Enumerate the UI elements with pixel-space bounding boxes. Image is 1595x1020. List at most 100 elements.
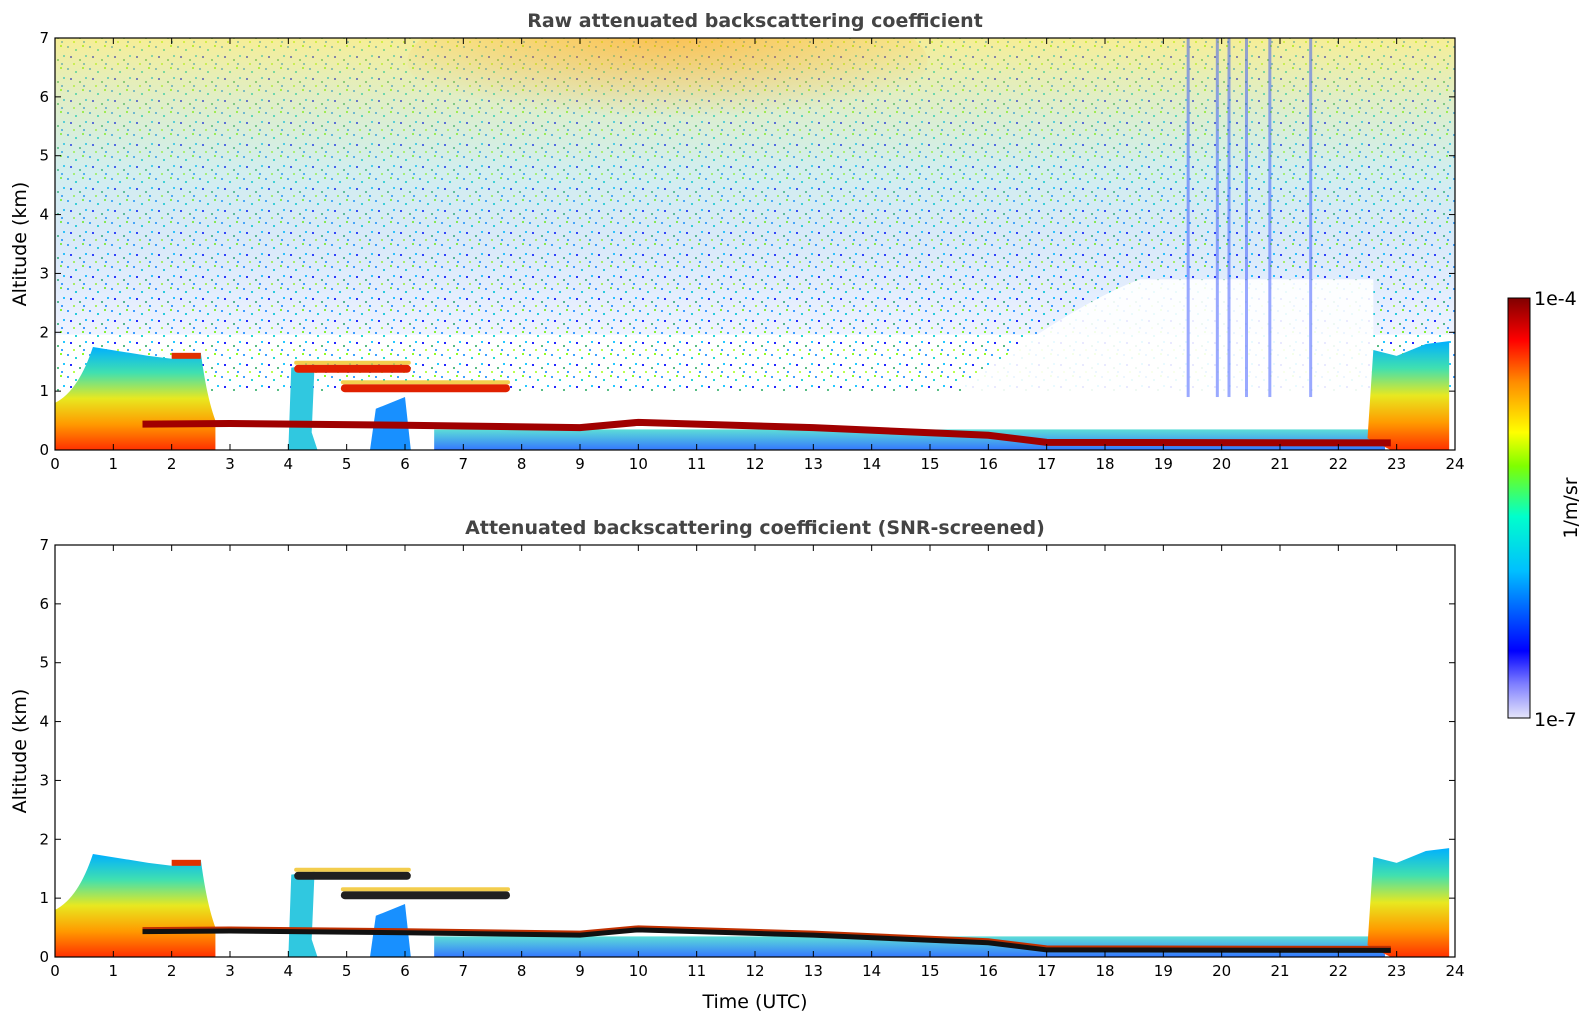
x-tick-label: 13 <box>804 962 823 980</box>
x-tick-label: 16 <box>979 962 998 980</box>
y-tick-label: 7 <box>39 29 49 47</box>
x-tick-label: 21 <box>1270 962 1289 980</box>
x-tick-label: 14 <box>862 962 881 980</box>
y-tick-label: 4 <box>39 713 49 731</box>
noise-warm-region <box>407 38 928 132</box>
raw-panel-title: Raw attenuated backscattering coefficien… <box>527 10 983 32</box>
x-tick-label: 19 <box>1154 962 1173 980</box>
x-tick-label: 5 <box>342 455 352 473</box>
screened-panel: Attenuated backscattering coefficient (S… <box>9 517 1465 1013</box>
x-tick-label: 6 <box>400 962 410 980</box>
clear-region <box>965 279 1374 433</box>
x-tick-label: 15 <box>920 962 939 980</box>
x-tick-label: 18 <box>1095 962 1114 980</box>
colorbar-gradient <box>1507 297 1531 719</box>
noise-streak <box>1268 38 1272 398</box>
colorbar: 1e-4 1e-7 1/m/sr <box>1507 288 1582 731</box>
x-tick-label: 20 <box>1212 962 1231 980</box>
x-tick-label: 6 <box>400 455 410 473</box>
noise-streak <box>1309 38 1313 398</box>
x-tick-label: 9 <box>575 962 585 980</box>
y-tick-label: 3 <box>39 264 49 282</box>
elevated-layer-fringe <box>340 380 510 385</box>
x-tick-label: 4 <box>284 962 294 980</box>
y-tick-label: 6 <box>39 595 49 613</box>
x-tick-label: 21 <box>1270 455 1289 473</box>
x-tick-label: 18 <box>1095 455 1114 473</box>
x-axis-label: Time (UTC) <box>701 991 807 1013</box>
x-tick-label: 11 <box>687 962 706 980</box>
raw-panel: Raw attenuated backscattering coefficien… <box>9 10 1465 473</box>
colorbar-min-label: 1e-7 <box>1534 709 1577 731</box>
x-tick-label: 8 <box>517 962 527 980</box>
x-tick-label: 8 <box>517 455 527 473</box>
x-tick-label: 0 <box>50 962 60 980</box>
boundary-layer-plume-evening <box>1367 341 1450 450</box>
noise-streak <box>1245 38 1248 398</box>
stable-layer-line <box>142 418 1391 447</box>
screened-panel-title: Attenuated backscattering coefficient (S… <box>465 517 1045 539</box>
x-tick-label: 12 <box>745 455 764 473</box>
boundary-layer-plume-morning <box>55 854 216 957</box>
plume-cap <box>171 859 201 866</box>
y-tick-label: 2 <box>39 323 49 341</box>
x-tick-label: 9 <box>575 455 585 473</box>
x-tick-label: 12 <box>745 962 764 980</box>
raw-y-axis-label: Altitude (km) <box>9 182 31 307</box>
elevated-layer-fringe <box>294 867 411 872</box>
y-tick-label: 5 <box>39 654 49 672</box>
elevated-layer <box>294 871 411 880</box>
boundary-layer-plume-4h <box>288 871 318 957</box>
x-tick-label: 23 <box>1387 962 1406 980</box>
x-tick-label: 5 <box>342 962 352 980</box>
x-tick-label: 20 <box>1212 455 1231 473</box>
boundary-layer-plume-4h <box>288 364 318 450</box>
y-tick-label: 7 <box>39 536 49 554</box>
screened-axes: 0 1 2 3 4 5 6 7 8 9 10 11 12 13 14 15 16 17 18 19 20 21 22 23 24… <box>39 536 1464 980</box>
noise-streak <box>1215 38 1219 398</box>
x-tick-label: 22 <box>1329 455 1348 473</box>
colorbar-unit-label: 1/m/sr <box>1560 477 1582 538</box>
x-tick-label: 1 <box>109 962 119 980</box>
x-tick-label: 10 <box>629 962 648 980</box>
x-tick-label: 4 <box>284 455 294 473</box>
x-tick-label: 3 <box>225 455 235 473</box>
y-tick-label: 2 <box>39 830 49 848</box>
x-tick-label: 17 <box>1037 962 1056 980</box>
x-tick-label: 13 <box>804 455 823 473</box>
x-tick-label: 2 <box>167 455 177 473</box>
colorbar-max-label: 1e-4 <box>1534 288 1577 310</box>
stable-layer-edge <box>142 925 1391 948</box>
x-tick-label: 0 <box>50 455 60 473</box>
x-tick-label: 19 <box>1154 455 1173 473</box>
y-tick-label: 1 <box>39 889 49 907</box>
noise-streak <box>1227 38 1231 398</box>
y-tick-label: 5 <box>39 147 49 165</box>
elevated-layer <box>340 891 510 900</box>
elevated-layer-fringe <box>340 887 510 892</box>
screened-heatmap <box>55 848 1450 957</box>
x-tick-label: 16 <box>979 455 998 473</box>
elevated-layer <box>294 364 411 373</box>
noise-streak <box>1186 38 1190 398</box>
x-tick-label: 24 <box>1445 962 1464 980</box>
x-tick-label: 15 <box>920 455 939 473</box>
elevated-layer <box>340 384 510 393</box>
x-tick-label: 7 <box>459 455 469 473</box>
raw-axes: 0 1 2 3 4 5 6 7 8 9 10 11 12 13 14 15 16 17 18 19 20 21 22 23 24… <box>39 29 1464 473</box>
x-tick-label: 10 <box>629 455 648 473</box>
x-tick-label: 23 <box>1387 455 1406 473</box>
y-tick-label: 0 <box>39 948 49 966</box>
y-tick-label: 4 <box>39 206 49 224</box>
y-tick-label: 1 <box>39 382 49 400</box>
y-tick-label: 3 <box>39 771 49 789</box>
plume-cap <box>171 352 201 359</box>
x-tick-label: 7 <box>459 962 469 980</box>
screened-y-axis-label: Altitude (km) <box>9 689 31 814</box>
y-tick-label: 6 <box>39 88 49 106</box>
x-tick-label: 17 <box>1037 455 1056 473</box>
x-tick-label: 2 <box>167 962 177 980</box>
x-tick-label: 1 <box>109 455 119 473</box>
plot-frame <box>54 544 1456 958</box>
boundary-layer-plume-evening <box>1367 848 1450 957</box>
